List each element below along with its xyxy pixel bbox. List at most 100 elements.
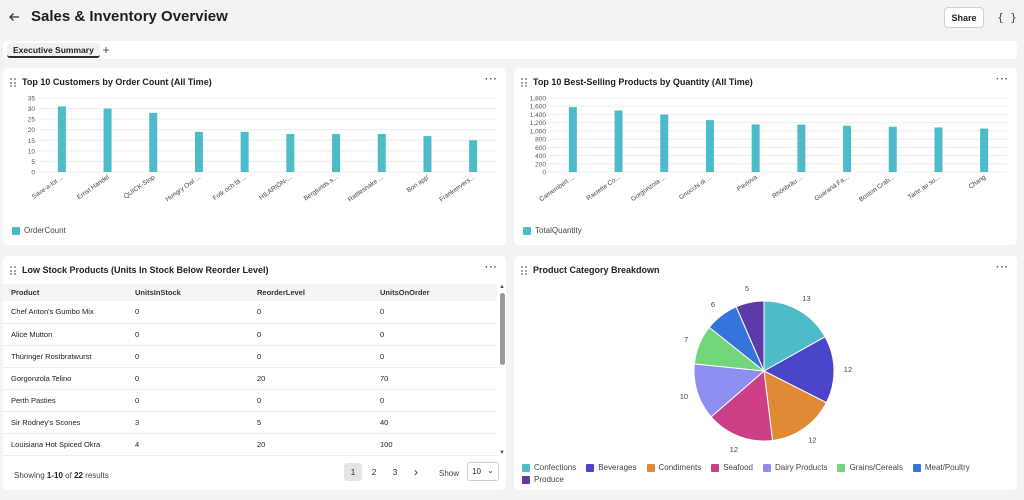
x-tick-label: Ernst Handel — [76, 174, 111, 202]
pie-slice[interactable] — [763, 370, 828, 442]
pagination: 1 2 3 › — [344, 463, 428, 481]
drag-handle-icon[interactable] — [521, 266, 528, 275]
y-tick-label: 25 — [28, 117, 36, 124]
bar[interactable] — [240, 131, 249, 172]
bar[interactable] — [103, 108, 112, 172]
legend-item[interactable]: Grains/Cereals — [837, 463, 903, 472]
summary-range: 1-10 — [46, 471, 63, 480]
legend-item[interactable]: Meat/Poultry — [912, 463, 970, 472]
table-row[interactable]: Gorgonzola Telino 0 20 70 — [3, 367, 497, 390]
legend-item[interactable]: Condiments — [646, 463, 702, 472]
bar[interactable] — [423, 136, 432, 172]
bar[interactable] — [286, 133, 295, 172]
legend-item[interactable]: Dairy Products — [763, 463, 827, 472]
legend-label: Confections — [534, 463, 577, 472]
page-size-select[interactable]: 10 ⌄ — [467, 462, 499, 481]
bar[interactable] — [980, 128, 989, 172]
y-tick-label: 35 — [28, 96, 36, 103]
page-button-2[interactable]: 2 — [371, 467, 377, 477]
more-options-icon[interactable]: ··· — [996, 74, 1009, 85]
x-tick-label: Gorgonzola ... — [630, 174, 668, 203]
bar[interactable] — [57, 106, 66, 172]
legend-swatch — [837, 463, 846, 472]
bar[interactable] — [149, 112, 158, 172]
legend-item[interactable]: Confections — [522, 463, 576, 472]
pie-slice[interactable] — [693, 363, 766, 418]
pie-slice[interactable] — [710, 370, 774, 442]
x-tick-label: Camembert ... — [538, 174, 576, 203]
column-header-units-in-stock[interactable]: UnitsInStock — [127, 284, 249, 301]
column-header-units-on-order[interactable]: UnitsOnOrder — [372, 284, 497, 301]
table-cell: 0 — [372, 323, 497, 346]
y-tick-label: 1,400 — [530, 112, 547, 119]
legend-item[interactable]: Seafood — [711, 463, 753, 472]
low-stock-table-panel: Low Stock Products (Units In Stock Below… — [3, 256, 506, 490]
chart-legend[interactable]: OrderCount — [12, 226, 66, 235]
page-button-1[interactable]: 1 — [344, 463, 362, 481]
scroll-up-icon[interactable]: ▲ — [499, 284, 505, 290]
page-title: Sales & Inventory Overview — [31, 8, 228, 25]
legend-swatch — [523, 226, 531, 235]
more-options-icon[interactable]: ··· — [485, 262, 498, 273]
table-cell: 0 — [127, 389, 249, 412]
pie-slice[interactable] — [762, 336, 835, 404]
x-tick-label: Pavlova — [736, 174, 759, 193]
more-options-icon[interactable]: ··· — [485, 74, 498, 85]
bar[interactable] — [797, 124, 806, 172]
table-cell: 0 — [372, 345, 497, 368]
y-tick-label: 0 — [31, 170, 35, 177]
scrollbar-thumb[interactable] — [500, 293, 505, 365]
drag-handle-icon[interactable] — [10, 78, 17, 87]
drag-handle-icon[interactable] — [10, 266, 17, 275]
bar[interactable] — [705, 120, 714, 172]
bar[interactable] — [332, 133, 341, 172]
table-row[interactable]: Perth Pasties 0 0 0 — [3, 389, 497, 412]
pie-value-label: 13 — [802, 294, 810, 303]
legend-item[interactable]: Beverages — [586, 463, 637, 472]
column-header-product[interactable]: Product — [3, 284, 127, 301]
pagination-summary: Showing 1-10 of 22 results — [14, 471, 109, 480]
table-cell: 0 — [249, 301, 372, 324]
page-button-3[interactable]: 3 — [392, 467, 398, 477]
json-view-button[interactable]: { } — [997, 11, 1017, 24]
table-cell: 3 — [127, 411, 249, 434]
legend-swatch — [522, 463, 530, 472]
table-row[interactable]: Thüringer Rostbratwurst 0 0 0 — [3, 345, 497, 368]
more-options-icon[interactable]: ··· — [996, 262, 1009, 273]
bar[interactable] — [888, 126, 897, 172]
pie-slice[interactable] — [735, 300, 765, 372]
legend-swatch — [586, 463, 595, 472]
drag-handle-icon[interactable] — [521, 78, 528, 87]
y-tick-label: 1,600 — [530, 104, 547, 111]
x-tick-label: QUICK-Stop — [123, 174, 157, 201]
bar[interactable] — [934, 127, 943, 172]
chart-legend[interactable]: TotalQuantity — [523, 226, 582, 235]
bar[interactable] — [660, 114, 669, 172]
panel-title: Top 10 Best-Selling Products by Quantity… — [533, 77, 753, 87]
bar[interactable] — [751, 124, 760, 172]
legend-item[interactable]: Produce — [522, 475, 564, 484]
share-button[interactable]: Share — [944, 7, 984, 28]
add-tab-button[interactable]: + — [102, 42, 110, 57]
x-tick-label: Raclette Co... — [585, 174, 621, 202]
legend-label: Dairy Products — [775, 463, 828, 472]
scroll-down-icon[interactable]: ▼ — [499, 450, 505, 456]
bar[interactable] — [614, 110, 623, 172]
legend-label: Condiments — [658, 463, 702, 472]
bar[interactable] — [843, 125, 852, 172]
tab-executive-summary[interactable]: Executive Summary — [7, 43, 100, 58]
legend-label: Meat/Poultry — [924, 463, 970, 472]
table-cell: 0 — [127, 323, 249, 346]
table-row[interactable]: Sir Rodney's Scones 3 5 40 — [3, 411, 497, 434]
table-row[interactable]: Chef Anton's Gumbo Mix 0 0 0 — [3, 301, 497, 324]
bar[interactable] — [469, 140, 478, 172]
bar[interactable] — [194, 131, 203, 172]
bar[interactable] — [568, 107, 577, 172]
bar[interactable] — [377, 133, 386, 172]
pie-slice[interactable] — [763, 300, 826, 372]
next-page-icon[interactable]: › — [414, 465, 418, 479]
table-row[interactable]: Louisiana Hot Spiced Okra 4 20 100 — [3, 433, 497, 456]
back-arrow-icon[interactable] — [6, 9, 22, 25]
column-header-reorder-level[interactable]: ReorderLevel — [249, 284, 372, 301]
table-row[interactable]: Alice Mutton 0 0 0 — [3, 323, 497, 346]
